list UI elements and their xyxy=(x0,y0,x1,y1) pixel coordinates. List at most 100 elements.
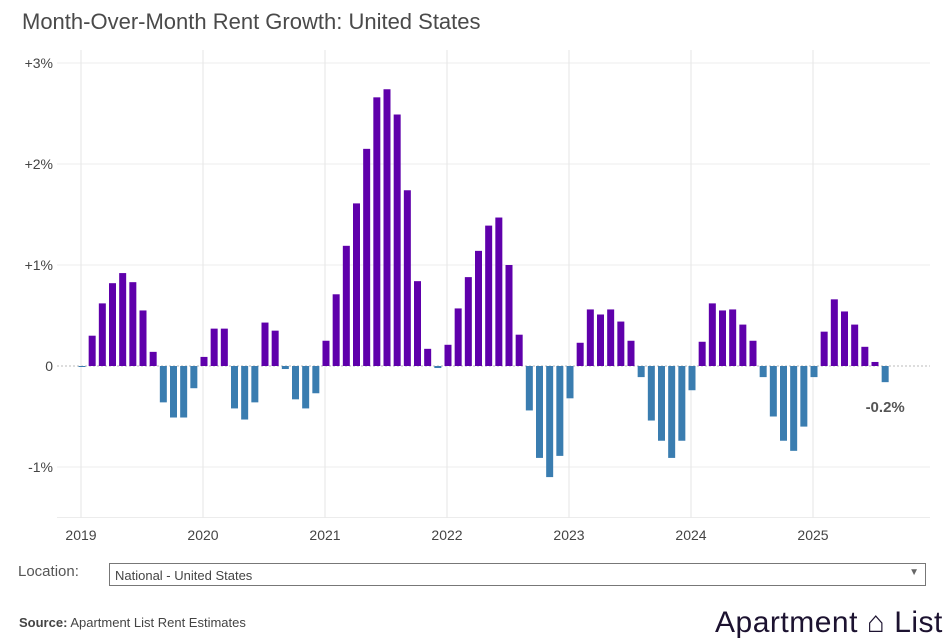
y-tick-label: 0 xyxy=(45,358,53,374)
bar[interactable] xyxy=(353,203,360,366)
y-tick-label: +1% xyxy=(25,257,53,273)
bar[interactable] xyxy=(190,366,198,389)
bar[interactable] xyxy=(790,366,798,451)
bar[interactable] xyxy=(556,366,564,456)
bar[interactable] xyxy=(597,314,604,366)
bar[interactable] xyxy=(576,342,584,366)
bar[interactable] xyxy=(729,309,737,366)
bar[interactable] xyxy=(231,366,238,409)
bar[interactable] xyxy=(444,344,452,366)
bar[interactable] xyxy=(129,282,137,366)
x-tick-label: 2025 xyxy=(797,527,828,543)
source-label: Source: xyxy=(19,615,68,630)
bar[interactable] xyxy=(688,366,696,391)
bar[interactable] xyxy=(678,366,686,441)
bar[interactable] xyxy=(810,366,818,378)
x-tick-label: 2019 xyxy=(65,527,96,543)
bar[interactable] xyxy=(373,97,381,366)
bar[interactable] xyxy=(261,322,269,366)
bar[interactable] xyxy=(159,366,167,403)
bar[interactable] xyxy=(464,277,472,366)
bar[interactable] xyxy=(515,334,523,366)
bar[interactable] xyxy=(383,89,391,366)
bar[interactable] xyxy=(719,310,726,366)
bar[interactable] xyxy=(363,148,371,366)
bar[interactable] xyxy=(851,324,859,366)
bar[interactable] xyxy=(637,366,645,378)
bar[interactable] xyxy=(200,356,208,366)
bar[interactable] xyxy=(393,114,401,366)
dropdown-arrow-icon[interactable]: ▼ xyxy=(909,567,919,578)
bar[interactable] xyxy=(627,340,635,366)
bar-chart: +3% +2% +1% 0 -1% 2019 2020 2021 2022 2023 2024 202… xyxy=(25,50,930,543)
bar[interactable] xyxy=(292,366,299,400)
bar[interactable] xyxy=(342,245,350,366)
apartment-list-logo: Apartment ⌂ List xyxy=(715,606,943,639)
bar[interactable] xyxy=(780,366,787,441)
bar[interactable] xyxy=(769,366,777,417)
bars xyxy=(78,89,889,478)
y-tick-label: -1% xyxy=(28,459,53,475)
bar[interactable] xyxy=(861,346,869,366)
bar[interactable] xyxy=(332,294,340,366)
bar[interactable] xyxy=(302,366,310,409)
x-tick-label: 2024 xyxy=(675,527,706,543)
bar[interactable] xyxy=(647,366,655,421)
bar[interactable] xyxy=(322,340,330,366)
last-value-label: -0.2% xyxy=(866,399,905,416)
bar[interactable] xyxy=(658,366,665,441)
bar[interactable] xyxy=(586,309,594,366)
bar[interactable] xyxy=(566,366,574,399)
bar[interactable] xyxy=(180,366,188,418)
bar[interactable] xyxy=(312,366,320,394)
bar[interactable] xyxy=(220,328,228,366)
bar[interactable] xyxy=(403,190,411,366)
bar[interactable] xyxy=(281,366,289,370)
bar[interactable] xyxy=(485,225,493,366)
y-tick-label: +2% xyxy=(25,156,53,172)
bar[interactable] xyxy=(546,366,554,478)
bar[interactable] xyxy=(251,366,259,403)
bar[interactable] xyxy=(525,366,533,411)
bar[interactable] xyxy=(495,217,503,366)
location-select[interactable]: National - United States ▼ xyxy=(109,563,926,586)
bar[interactable] xyxy=(739,324,747,366)
bar[interactable] xyxy=(708,303,716,366)
bar[interactable] xyxy=(536,366,543,458)
bar[interactable] xyxy=(139,310,147,366)
bar[interactable] xyxy=(617,321,625,366)
bar[interactable] xyxy=(607,309,615,366)
y-tick-label: +3% xyxy=(25,55,53,71)
bar[interactable] xyxy=(800,366,808,427)
bar[interactable] xyxy=(871,361,879,366)
bar[interactable] xyxy=(78,366,86,368)
bar[interactable] xyxy=(109,283,116,366)
axis-labels: +3% +2% +1% 0 -1% 2019 2020 2021 2022 2023 2024 202… xyxy=(25,55,905,543)
bar[interactable] xyxy=(749,340,757,366)
bar[interactable] xyxy=(505,265,513,366)
bar[interactable] xyxy=(424,348,432,366)
bar[interactable] xyxy=(434,366,442,369)
bar[interactable] xyxy=(210,328,218,366)
bar[interactable] xyxy=(698,341,706,366)
location-selected-value: National - United States xyxy=(115,568,253,583)
bar[interactable] xyxy=(119,273,127,366)
bar[interactable] xyxy=(271,330,279,366)
gridlines xyxy=(57,50,930,518)
bar[interactable] xyxy=(830,299,838,366)
bar[interactable] xyxy=(149,351,157,366)
bar[interactable] xyxy=(170,366,177,418)
bar[interactable] xyxy=(454,308,462,366)
chart-title: Month-Over-Month Rent Growth: United Sta… xyxy=(22,9,481,34)
bar[interactable] xyxy=(88,335,96,366)
bar[interactable] xyxy=(759,366,767,378)
bar[interactable] xyxy=(668,366,676,458)
bar[interactable] xyxy=(475,250,482,366)
bar[interactable] xyxy=(881,366,889,383)
bar[interactable] xyxy=(841,311,848,366)
bar[interactable] xyxy=(98,303,106,366)
source-note: Source: Apartment List Rent Estimates xyxy=(19,615,246,630)
bar[interactable] xyxy=(241,366,249,420)
bar[interactable] xyxy=(414,281,421,366)
bar[interactable] xyxy=(820,331,828,366)
